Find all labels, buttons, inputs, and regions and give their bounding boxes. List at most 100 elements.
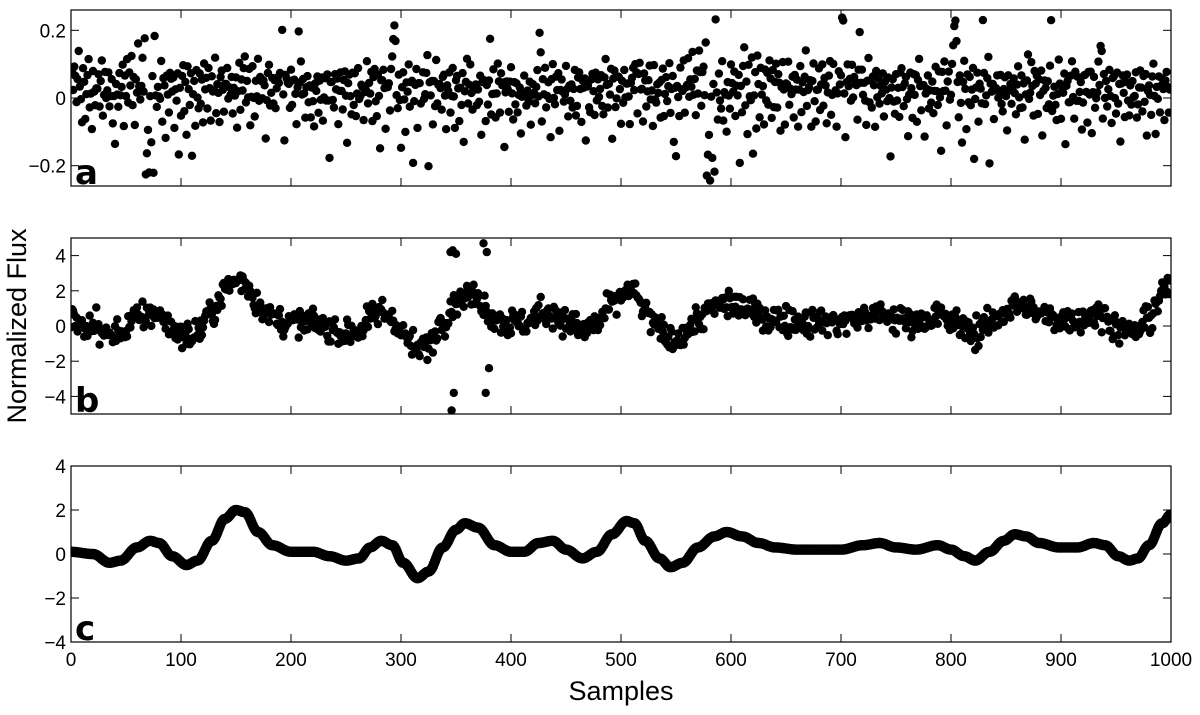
panel-b-point	[482, 247, 491, 257]
panel-a-point	[980, 99, 990, 109]
panel-b-point	[388, 306, 397, 316]
panel-a-point	[185, 100, 194, 110]
panel-a-point	[555, 126, 564, 135]
panel-a-point	[929, 109, 938, 118]
panel-a-point	[660, 89, 670, 99]
panel-b-point	[891, 329, 901, 338]
panel-b-point	[907, 333, 916, 342]
panel-b-point	[659, 320, 669, 329]
panel-b-point	[1115, 339, 1124, 348]
panel-a-point	[457, 100, 466, 110]
panel-b-point	[73, 327, 82, 336]
panel-a-point	[396, 143, 406, 152]
panel-a-point	[533, 65, 542, 75]
panel-a-point	[437, 105, 446, 114]
panel-a-point	[1141, 69, 1150, 79]
panel-b-point	[1140, 323, 1149, 332]
panel-a-point	[735, 158, 744, 168]
panel-a-point	[428, 120, 438, 129]
panel-a-point	[917, 106, 926, 115]
panel-a-point	[548, 59, 557, 69]
panel-a-point	[601, 54, 610, 64]
panel-a-point	[642, 102, 651, 111]
panel-a-point	[516, 129, 526, 138]
panel-a-point	[203, 104, 212, 113]
panel-a-point	[1045, 61, 1055, 70]
panel-b-point	[779, 311, 788, 320]
y-tick-label: 2	[55, 501, 66, 522]
panel-b-point	[330, 315, 340, 324]
panel-a-point	[291, 89, 300, 99]
panel-a-point	[821, 81, 830, 90]
panel-a: −0.2 0 0.2 a	[28, 9, 1172, 193]
panel-a-point	[973, 68, 982, 77]
panel-a-point	[1009, 74, 1018, 83]
panel-a-point	[690, 74, 699, 84]
panel-a-point	[280, 136, 289, 145]
panel-a-point	[780, 120, 790, 129]
panel-a-point	[938, 67, 947, 77]
panel-a-point	[181, 77, 190, 87]
panel-b-point	[1019, 295, 1028, 304]
panel-b-point	[1076, 328, 1086, 337]
panel-a-point	[569, 84, 578, 94]
panel-a-point	[658, 64, 667, 73]
panel-a-point	[158, 117, 167, 126]
panel-b-point	[906, 309, 915, 319]
panel-b-point	[210, 315, 220, 325]
panel-a-point	[933, 100, 942, 110]
panel-a-point	[172, 96, 181, 105]
panel-b-point	[818, 326, 827, 335]
y-tick-label: 0	[55, 317, 66, 338]
panel-b-points	[71, 239, 1171, 414]
panel-b-point	[451, 249, 461, 258]
panel-a-point	[223, 63, 232, 73]
panel-a-point	[381, 124, 390, 133]
panel-a-point	[700, 91, 709, 100]
panel-a-point	[433, 99, 442, 108]
panel-a-point	[1127, 100, 1136, 109]
panel-b-point	[548, 324, 557, 333]
panel-b-point	[974, 341, 983, 351]
panel-a-point	[415, 79, 424, 88]
panel-b-point	[279, 332, 288, 341]
panel-a-point	[687, 82, 696, 91]
panel-b-point	[642, 298, 651, 307]
panel-a-point	[1098, 114, 1108, 123]
panel-a-point	[581, 136, 590, 145]
panel-a-point	[408, 158, 418, 168]
panel-a-point	[932, 87, 941, 96]
panel-a-point	[477, 130, 486, 139]
panel-a-point	[121, 91, 131, 101]
panel-a-point	[978, 15, 988, 25]
panel-a-point	[639, 69, 649, 78]
panel-a-point	[833, 89, 842, 98]
panel-a-point	[774, 70, 783, 79]
panel-a-point	[848, 93, 858, 102]
y-tick-label: 0.2	[40, 21, 66, 42]
panel-a-point	[590, 110, 599, 120]
panel-a-point	[701, 38, 710, 47]
panel-a-point	[711, 15, 720, 24]
panel-a-point	[832, 122, 841, 131]
panel-a-point	[771, 59, 781, 68]
panel-a-point	[928, 77, 937, 86]
panel-a-point	[296, 57, 306, 66]
panel-a-point	[649, 60, 659, 70]
panel-a-point	[190, 76, 199, 86]
panel-a-point	[765, 56, 774, 65]
panel-a-point	[1116, 137, 1125, 146]
panel-b-point	[1114, 330, 1123, 340]
panel-a-point	[236, 105, 245, 115]
panel-a-point	[857, 65, 867, 74]
panel-a-point	[1162, 67, 1171, 77]
panel-b-point	[522, 327, 531, 336]
panel-a-point	[1075, 87, 1084, 97]
panel-a-point	[818, 60, 827, 69]
panel-a-point	[334, 120, 343, 129]
panel-b-point	[132, 303, 142, 312]
panel-a-point	[1095, 80, 1104, 90]
panel-a-point	[495, 108, 505, 117]
panel-b-point	[558, 332, 567, 341]
